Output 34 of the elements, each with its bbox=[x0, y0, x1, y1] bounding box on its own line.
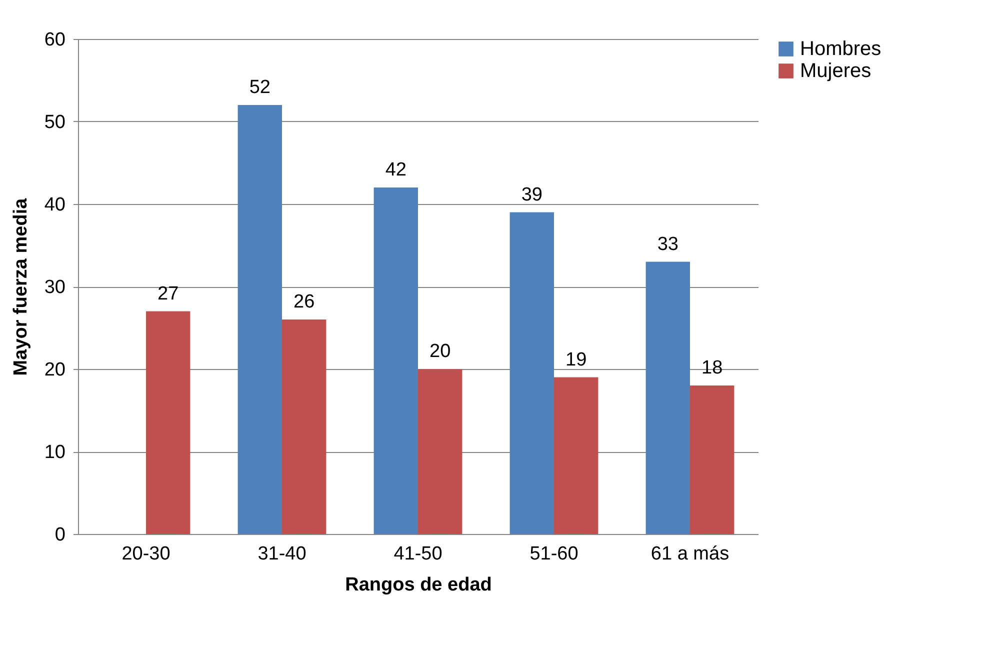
y-tick-label: 60 bbox=[44, 30, 66, 50]
data-label: 39 bbox=[521, 184, 542, 206]
x-tick-label: 41-50 bbox=[394, 544, 442, 564]
y-tick-label: 20 bbox=[44, 360, 66, 380]
x-tick-label: 51-60 bbox=[530, 544, 578, 564]
x-axis-title: Rangos de edad bbox=[345, 574, 492, 596]
x-tick-label: 31-40 bbox=[258, 544, 306, 564]
bar bbox=[690, 386, 734, 534]
legend-label: Mujeres bbox=[800, 60, 872, 82]
x-tick-label: 61 a más bbox=[650, 544, 730, 564]
legend-label: Hombres bbox=[800, 38, 882, 60]
data-label: 33 bbox=[657, 234, 678, 255]
y-tick-label: 10 bbox=[44, 442, 66, 463]
data-label: 26 bbox=[294, 292, 315, 312]
data-label: 42 bbox=[385, 160, 406, 180]
y-tick-label: 40 bbox=[44, 194, 66, 216]
y-axis-title: Mayor fuerza media bbox=[10, 198, 32, 376]
data-label: 20 bbox=[430, 341, 451, 362]
data-label: 19 bbox=[566, 349, 587, 370]
data-label: 18 bbox=[702, 358, 723, 378]
bar bbox=[238, 105, 282, 534]
bar bbox=[146, 311, 190, 534]
x-tick-label: 20-30 bbox=[122, 544, 170, 564]
data-label: 27 bbox=[158, 283, 179, 304]
y-tick-label: 30 bbox=[44, 277, 66, 298]
bar bbox=[646, 262, 690, 534]
bar bbox=[510, 212, 554, 534]
bar bbox=[282, 320, 326, 534]
bar bbox=[418, 369, 462, 534]
bar bbox=[374, 188, 418, 534]
y-tick-label: 50 bbox=[44, 112, 66, 133]
bar bbox=[554, 377, 598, 534]
data-label: 52 bbox=[249, 77, 270, 98]
y-tick-label: 0 bbox=[54, 524, 66, 546]
